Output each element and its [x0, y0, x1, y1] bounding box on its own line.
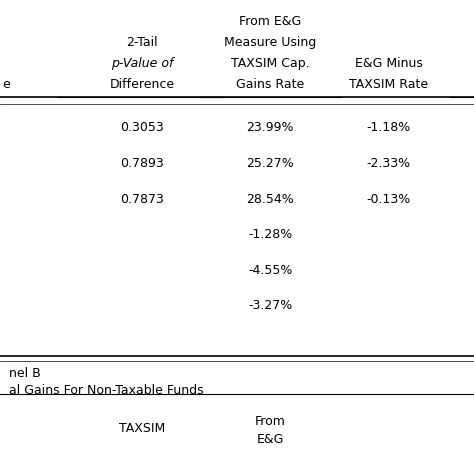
Text: -1.28%: -1.28%	[248, 228, 292, 241]
Text: 0.3053: 0.3053	[120, 121, 164, 135]
Text: e: e	[2, 78, 10, 91]
Text: -2.33%: -2.33%	[366, 157, 411, 170]
Text: -4.55%: -4.55%	[248, 264, 292, 277]
Text: Difference: Difference	[109, 78, 175, 91]
Text: TAXSIM Cap.: TAXSIM Cap.	[231, 57, 310, 70]
Text: 23.99%: 23.99%	[246, 121, 294, 135]
Text: nel B: nel B	[9, 367, 41, 380]
Text: -3.27%: -3.27%	[248, 299, 292, 312]
Text: E&G: E&G	[256, 433, 284, 447]
Text: Measure Using: Measure Using	[224, 36, 316, 49]
Text: p-Value of: p-Value of	[111, 57, 173, 70]
Text: E&G Minus: E&G Minus	[355, 57, 423, 70]
Text: al Gains For Non-Taxable Funds: al Gains For Non-Taxable Funds	[9, 384, 204, 397]
Text: -0.13%: -0.13%	[366, 192, 411, 206]
Text: TAXSIM: TAXSIM	[119, 422, 165, 436]
Text: Gains Rate: Gains Rate	[236, 78, 304, 91]
Text: From: From	[255, 415, 286, 428]
Text: 0.7893: 0.7893	[120, 157, 164, 170]
Text: TAXSIM Rate: TAXSIM Rate	[349, 78, 428, 91]
Text: 2-Tail: 2-Tail	[127, 36, 158, 49]
Text: 28.54%: 28.54%	[246, 192, 294, 206]
Text: 25.27%: 25.27%	[246, 157, 294, 170]
Text: -1.18%: -1.18%	[366, 121, 411, 135]
Text: From E&G: From E&G	[239, 15, 301, 28]
Text: 0.7873: 0.7873	[120, 192, 164, 206]
